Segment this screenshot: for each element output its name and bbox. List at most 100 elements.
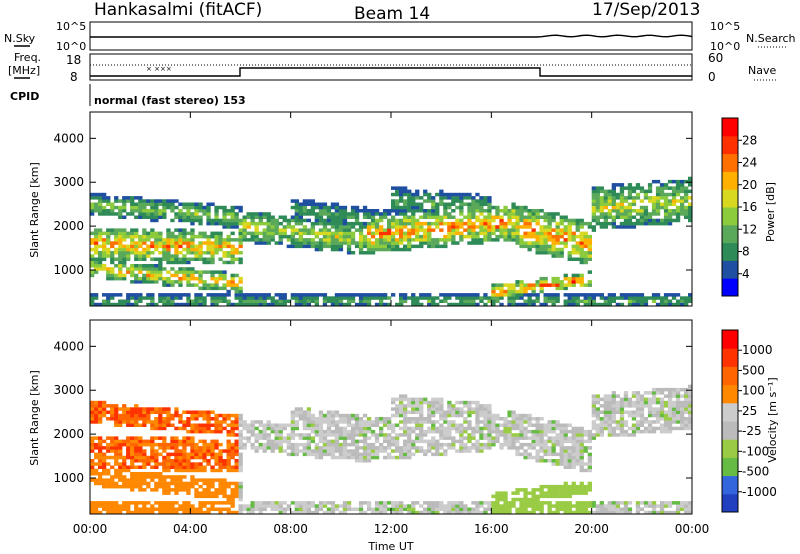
heatmap-cell xyxy=(423,439,428,444)
heatmap-cell xyxy=(182,423,187,427)
heatmap-cell xyxy=(399,455,404,460)
heatmap-cell xyxy=(663,504,669,508)
heatmap-cell xyxy=(607,410,612,414)
heatmap-cell xyxy=(134,254,139,258)
heatmap-cell xyxy=(142,254,147,258)
heatmap-cell xyxy=(639,221,645,226)
heatmap-cell xyxy=(338,244,344,249)
heatmap-cell xyxy=(314,241,319,245)
heatmap-cell xyxy=(403,423,408,427)
heatmap-cell xyxy=(122,234,127,239)
heatmap-cell xyxy=(487,199,492,203)
heatmap-cell xyxy=(170,296,175,300)
heatmap-cell xyxy=(282,510,287,515)
heatmap-cell xyxy=(483,218,488,223)
heatmap-cell xyxy=(246,436,251,440)
heatmap-cell xyxy=(114,234,119,239)
heatmap-cell xyxy=(688,510,693,515)
heatmap-cell xyxy=(515,488,520,492)
heatmap-cell xyxy=(423,221,428,226)
heatmap-cell xyxy=(206,417,211,421)
heatmap-cell xyxy=(298,436,303,440)
heatmap-cell xyxy=(322,225,328,229)
heatmap-cell xyxy=(555,452,560,457)
heatmap-cell xyxy=(543,244,548,249)
heatmap-cell xyxy=(258,238,263,242)
heatmap-cell xyxy=(627,205,633,210)
heatmap-cell xyxy=(130,251,135,255)
heatmap-cell xyxy=(647,504,653,508)
heatmap-cell xyxy=(298,215,303,219)
heatmap-cell xyxy=(342,231,348,236)
heatmap-cell xyxy=(138,472,143,476)
heatmap-cell xyxy=(527,497,532,502)
heatmap-cell xyxy=(555,221,560,226)
heatmap-cell xyxy=(234,420,239,424)
heatmap-cell xyxy=(258,446,263,450)
heatmap-cell xyxy=(519,413,524,418)
heatmap-cell xyxy=(126,407,131,411)
heatmap-cell xyxy=(579,455,584,460)
heatmap-cell xyxy=(643,510,649,515)
heatmap-cell xyxy=(202,286,207,291)
heatmap-cell xyxy=(399,186,404,190)
heatmap-cell xyxy=(391,244,396,249)
heatmap-cell xyxy=(527,446,532,450)
colorbar-tick-label: 4 xyxy=(742,267,750,281)
heatmap-cell xyxy=(130,244,135,249)
heatmap-cell xyxy=(226,221,231,226)
heatmap-cell xyxy=(314,302,319,307)
heatmap-cell xyxy=(314,510,319,515)
heatmap-cell xyxy=(90,459,95,463)
heatmap-cell xyxy=(190,299,195,303)
heatmap-cell xyxy=(527,247,532,252)
heatmap-cell xyxy=(619,404,625,408)
heatmap-cell xyxy=(362,293,368,297)
heatmap-cell xyxy=(102,407,107,411)
heatmap-cell xyxy=(475,410,480,414)
heatmap-cell xyxy=(234,491,239,495)
heatmap-cell xyxy=(130,196,135,200)
heatmap-cell xyxy=(667,410,673,414)
heatmap-cell xyxy=(150,478,155,482)
heatmap-cell xyxy=(374,420,380,424)
heatmap-cell xyxy=(194,251,199,255)
heatmap-cell xyxy=(174,442,179,447)
heatmap-cell xyxy=(166,293,171,297)
heatmap-cell xyxy=(262,436,267,440)
heatmap-cell xyxy=(603,413,608,418)
heatmap-cell xyxy=(358,455,364,460)
heatmap-cell xyxy=(599,501,604,505)
heatmap-cell xyxy=(475,296,480,300)
heatmap-cell xyxy=(383,439,388,444)
heatmap-cell xyxy=(210,273,215,278)
heatmap-cell xyxy=(342,234,348,239)
heatmap-cell xyxy=(370,420,376,424)
heatmap-cell xyxy=(575,449,580,453)
heatmap-cell xyxy=(523,302,528,307)
heatmap-cell xyxy=(543,433,548,437)
heatmap-cell xyxy=(395,410,400,414)
heatmap-cell xyxy=(294,241,299,245)
heatmap-cell xyxy=(627,410,633,414)
heatmap-cell xyxy=(599,202,604,206)
heatmap-cell xyxy=(122,442,127,447)
heatmap-cell xyxy=(186,510,191,515)
heatmap-cell xyxy=(419,244,424,249)
heatmap-cell xyxy=(511,501,516,505)
heatmap-cell xyxy=(483,410,488,414)
heatmap-cell xyxy=(162,247,167,252)
heatmap-cell xyxy=(403,420,408,424)
heatmap-cell xyxy=(278,504,283,508)
heatmap-cell xyxy=(591,196,596,200)
heatmap-cell xyxy=(539,433,544,437)
heatmap-cell xyxy=(374,455,380,460)
heatmap-cell xyxy=(415,433,420,437)
heatmap-cell xyxy=(154,465,159,469)
heatmap-cell xyxy=(134,205,139,210)
heatmap-cell xyxy=(102,472,107,476)
heatmap-cell xyxy=(302,449,307,453)
heatmap-cell xyxy=(647,391,653,395)
heatmap-cell xyxy=(411,504,416,508)
heatmap-cell xyxy=(559,215,564,219)
